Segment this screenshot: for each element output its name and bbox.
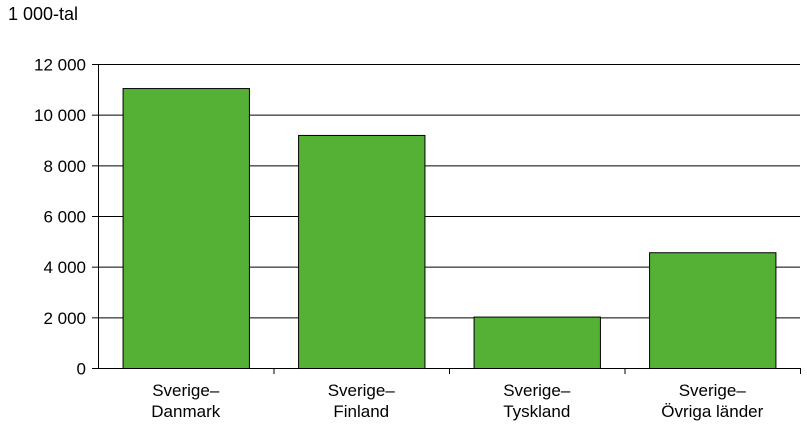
y-tick-label: 0 (77, 360, 86, 379)
y-axis-unit-label: 1 000-tal (8, 4, 79, 24)
bar (298, 134, 426, 369)
x-tick-label: Övriga länder (661, 402, 763, 421)
y-tick-label: 6 000 (43, 208, 86, 227)
x-tick-label: Sverige– (152, 381, 220, 400)
x-tick-label: Danmark (151, 402, 220, 421)
bar (122, 88, 250, 369)
x-tick-label: Sverige– (679, 381, 747, 400)
y-tick-label: 4 000 (43, 258, 86, 277)
y-tick-label: 8 000 (43, 157, 86, 176)
y-tick-label: 2 000 (43, 309, 86, 328)
x-tick-label: Finland (333, 402, 389, 421)
x-tick-label: Sverige– (503, 381, 571, 400)
y-tick-label: 12 000 (34, 56, 86, 75)
x-tick-label: Sverige– (328, 381, 396, 400)
bar (473, 316, 601, 369)
x-tick-label: Tyskland (503, 402, 570, 421)
y-tick-label: 10 000 (34, 106, 86, 125)
bar (649, 252, 777, 369)
